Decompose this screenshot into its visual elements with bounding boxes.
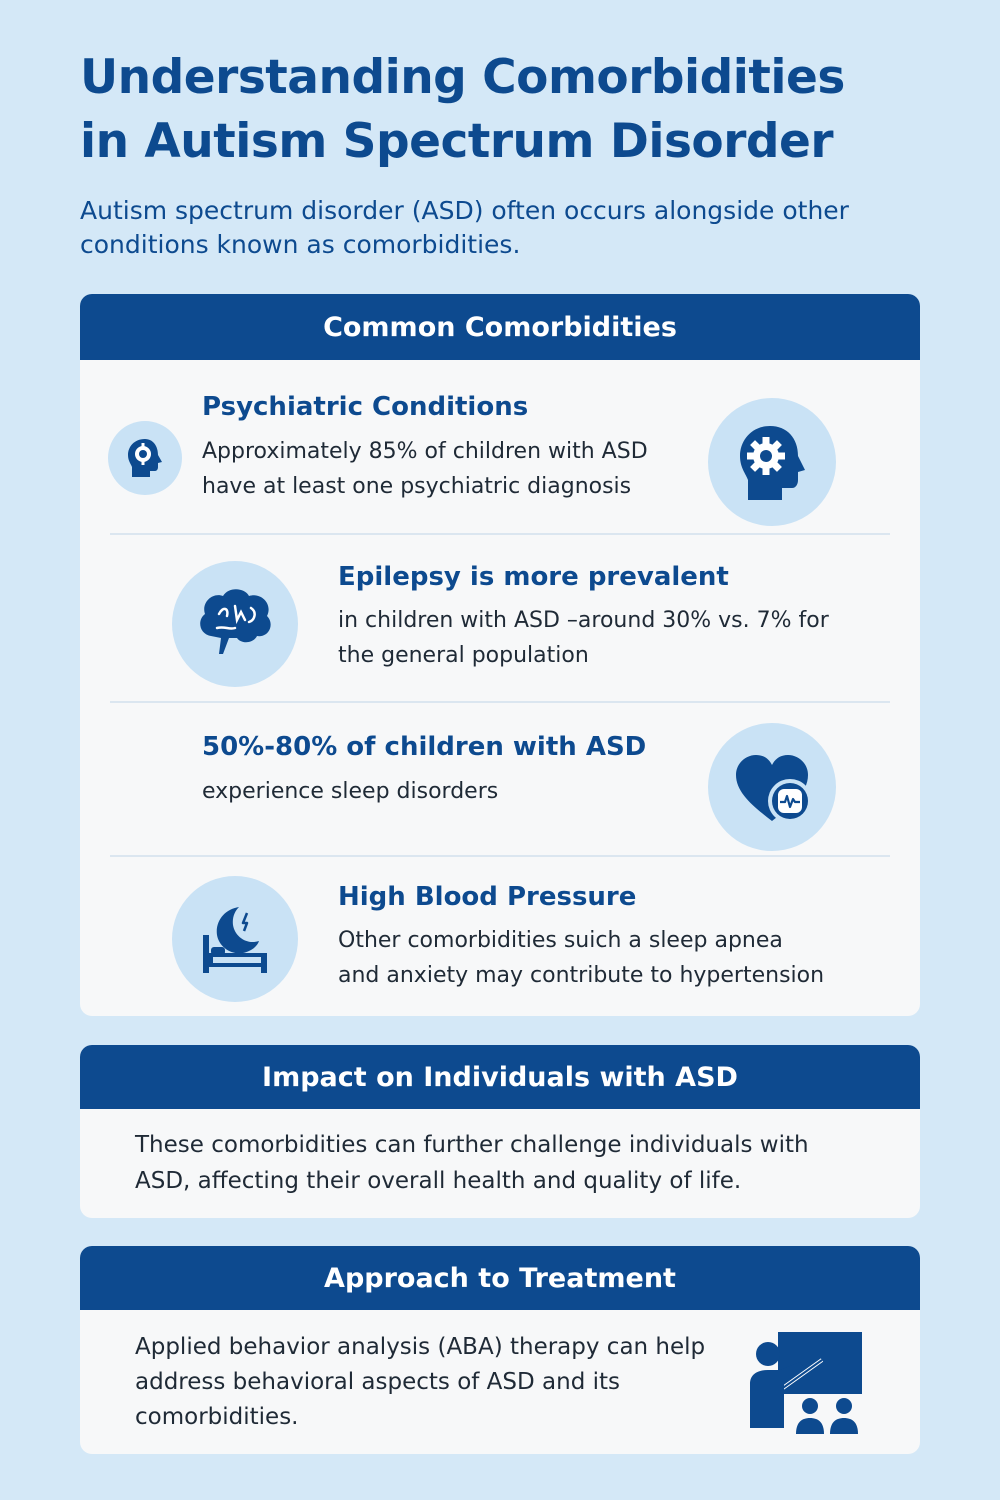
head-profile-icon: [108, 421, 182, 495]
heart-monitor-icon: [708, 723, 836, 851]
page-title: Understanding Comorbidities in Autism Sp…: [80, 46, 940, 174]
treatment-card: Approach to Treatment Applied behavior a…: [80, 1246, 920, 1454]
sleep-text: experience sleep disorders: [202, 774, 682, 809]
title-line-1: Understanding Comorbidities: [80, 50, 845, 105]
epilepsy-title: Epilepsy is more prevalent: [338, 562, 729, 592]
divider: [110, 701, 890, 703]
page-subtitle: Autism spectrum disorder (ASD) often occ…: [80, 194, 920, 262]
common-comorbidities-heading: Common Comorbidities: [80, 294, 920, 360]
subtitle-line-1: Autism spectrum disorder (ASD) often occ…: [80, 196, 849, 225]
moon-bed-icon: [172, 876, 298, 1002]
teacher-board-icon: [746, 1330, 864, 1438]
blood-pressure-text-line-1: Other comorbidities suich a sleep apnea: [338, 928, 783, 953]
treatment-text: Applied behavior analysis (ABA) therapy …: [135, 1330, 735, 1435]
treatment-text-line-1: Applied behavior analysis (ABA) therapy …: [135, 1334, 706, 1360]
subtitle-line-2: conditions known as comorbidities.: [80, 230, 521, 259]
treatment-heading: Approach to Treatment: [80, 1246, 920, 1310]
impact-card: Impact on Individuals with ASD These com…: [80, 1045, 920, 1218]
impact-text-line-2: ASD, affecting their overall health and …: [135, 1168, 742, 1194]
epilepsy-text: in children with ASD –around 30% vs. 7% …: [338, 603, 898, 673]
impact-text: These comorbidities can further challeng…: [135, 1127, 895, 1199]
blood-pressure-text-line-2: and anxiety may contribute to hypertensi…: [338, 963, 825, 988]
psychiatric-text: Approximately 85% of children with ASD h…: [202, 434, 702, 504]
gear-head-icon: [708, 398, 836, 526]
divider: [110, 533, 890, 535]
impact-heading: Impact on Individuals with ASD: [80, 1045, 920, 1109]
epilepsy-text-line-1: in children with ASD –around 30% vs. 7% …: [338, 608, 829, 633]
psychiatric-text-line-2: have at least one psychiatric diagnosis: [202, 474, 632, 499]
title-line-2: in Autism Spectrum Disorder: [80, 114, 834, 169]
impact-text-line-1: These comorbidities can further challeng…: [135, 1132, 809, 1158]
brain-icon: [172, 561, 298, 687]
epilepsy-text-line-2: the general population: [338, 643, 589, 668]
treatment-text-line-3: comorbidities.: [135, 1404, 299, 1430]
psychiatric-text-line-1: Approximately 85% of children with ASD: [202, 439, 648, 464]
treatment-text-line-2: address behavioral aspects of ASD and it…: [135, 1369, 621, 1395]
blood-pressure-title: High Blood Pressure: [338, 882, 637, 912]
psychiatric-title: Psychiatric Conditions: [202, 392, 529, 422]
sleep-text-line-1: experience sleep disorders: [202, 779, 499, 804]
common-comorbidities-card: Common Comorbidities Psychiatric Conditi…: [80, 294, 920, 1016]
blood-pressure-text: Other comorbidities suich a sleep apnea …: [338, 923, 898, 993]
sleep-title: 50%-80% of children with ASD: [202, 732, 647, 762]
divider: [110, 855, 890, 857]
